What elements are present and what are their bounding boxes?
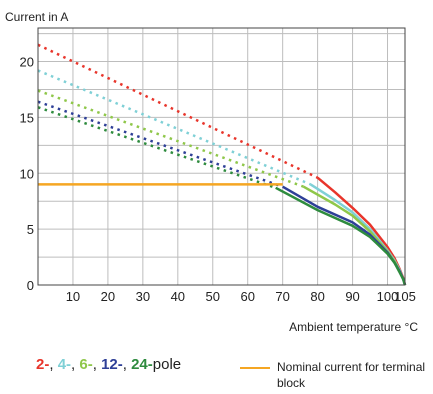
x-tick-label: 40 — [171, 289, 185, 304]
x-tick-label: 105 — [394, 289, 416, 304]
x-tick-label: 60 — [240, 289, 254, 304]
series-12-dotted — [37, 100, 284, 188]
y-tick-label: 20 — [20, 55, 34, 70]
pole-legend-12: 12- — [101, 356, 123, 373]
y-tick-label: 10 — [20, 166, 34, 181]
x-tick-label: 100 — [377, 289, 399, 304]
legend-separator: , — [71, 356, 76, 373]
pole-legend-6: 6- — [79, 356, 93, 373]
x-tick-label: 10 — [66, 289, 80, 304]
legend-separator: , — [92, 356, 97, 373]
pole-legend-2: 2- — [36, 356, 50, 373]
nominal-legend-label: Nominal current for terminal block — [277, 360, 426, 390]
pole-legend-24: 24- — [131, 356, 153, 373]
nominal-swatch — [240, 367, 270, 369]
pole-legend-4: 4- — [57, 356, 72, 373]
series-4-dotted — [37, 69, 312, 186]
legend-separator: , — [122, 356, 127, 373]
series-24-dotted — [37, 106, 277, 189]
x-axis-label: Ambient temperature °C — [289, 320, 418, 334]
y-tick-label: 0 — [27, 278, 34, 293]
series-6-dotted — [37, 89, 305, 188]
x-tick-label: 70 — [275, 289, 289, 304]
legend-separator: , — [49, 356, 54, 373]
x-tick-label: 90 — [345, 289, 359, 304]
grid — [38, 28, 405, 286]
x-tick-label: 20 — [101, 289, 115, 304]
x-tick-label: 30 — [136, 289, 150, 304]
series-lines — [37, 43, 407, 286]
y-tick-label: 5 — [27, 222, 34, 237]
series-24-solid — [275, 186, 407, 286]
plot-frame — [37, 27, 406, 286]
pole-legend: 2-, 4-, 6-, 12-, 24-pole — [36, 356, 181, 373]
x-tick-label: 50 — [206, 289, 220, 304]
series-2-dotted — [37, 43, 319, 179]
pole-suffix: pole — [152, 356, 182, 373]
x-tick-label: 80 — [310, 289, 324, 304]
y-axis-label: Current in A — [5, 10, 68, 24]
y-tick-label: 15 — [20, 110, 34, 125]
